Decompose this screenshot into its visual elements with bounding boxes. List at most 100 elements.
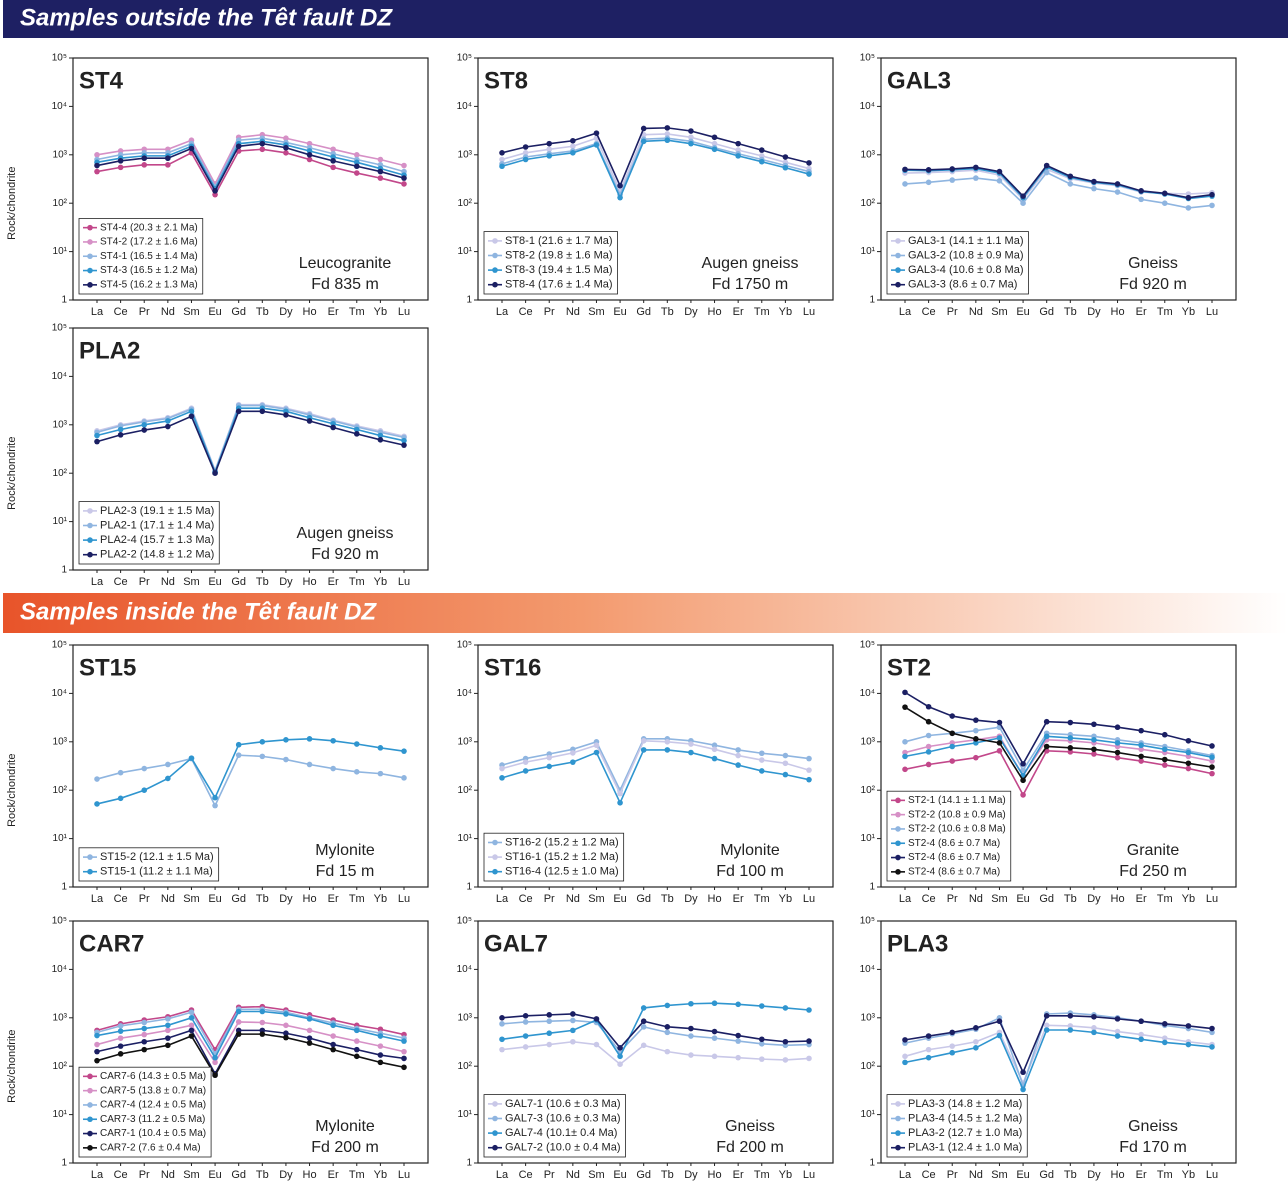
- legend-label: ST2-4 (8.6 ± 0.7 Ma): [908, 852, 1000, 863]
- data-point: [306, 1016, 313, 1022]
- data-point: [141, 1031, 148, 1038]
- x-tick-label: Tm: [349, 893, 365, 905]
- data-point: [735, 1038, 741, 1044]
- data-point: [949, 1043, 956, 1049]
- data-point: [570, 143, 576, 150]
- legend-marker: [492, 1115, 498, 1122]
- y-axis-label: Rock/chondrite: [6, 754, 18, 827]
- data-point: [283, 412, 289, 418]
- data-point: [1091, 185, 1097, 192]
- y-tick-label: 10¹: [53, 516, 68, 527]
- data-point: [165, 1035, 171, 1041]
- series-line: [96, 1029, 405, 1076]
- data-point: [330, 154, 336, 160]
- series-line: [501, 1002, 810, 1058]
- data-point: [188, 1027, 195, 1034]
- data-point: [235, 1031, 242, 1037]
- data-point: [1209, 191, 1215, 198]
- x-tick-label: Gd: [1039, 306, 1054, 318]
- data-point: [330, 158, 336, 164]
- legend-marker: [895, 869, 901, 875]
- data-point: [1043, 743, 1050, 750]
- x-tick-label: Tm: [754, 1169, 770, 1181]
- data-point: [212, 191, 218, 198]
- panel-title: ST8: [484, 67, 528, 94]
- data-point: [165, 1022, 171, 1029]
- x-tick-label: Ho: [1111, 1169, 1125, 1181]
- legend: GAL7-1 (10.6 ± 0.3 Ma) GAL7-3 (10.6 ± 0.3…: [483, 1094, 626, 1158]
- legend-marker: [87, 1102, 93, 1108]
- legend-box: [78, 218, 204, 295]
- y-tick-label: 10⁴: [52, 964, 67, 975]
- data-point: [330, 146, 336, 153]
- legend-marker: [87, 282, 93, 288]
- data-point: [711, 1053, 718, 1060]
- data-point: [499, 1046, 505, 1053]
- plot-frame: [477, 644, 834, 888]
- data-point: [570, 1017, 576, 1024]
- y-tick-label: 10³: [53, 1012, 68, 1023]
- data-point: [758, 757, 765, 763]
- legend-box: [886, 790, 1012, 882]
- legend-marker: [895, 267, 901, 273]
- legend-label: GAL3-1 (14.1 ± 1.1 Ma): [908, 235, 1023, 247]
- data-point: [925, 1046, 932, 1053]
- data-point: [1020, 1069, 1026, 1076]
- data-point: [401, 437, 407, 444]
- legend-box: [78, 501, 220, 565]
- series-line: [904, 691, 1213, 766]
- data-point: [925, 761, 932, 768]
- x-tick-label: Eu: [1016, 893, 1029, 905]
- data-point: [401, 1048, 407, 1055]
- x-tick-label: Gd: [231, 306, 246, 318]
- series-line: [96, 140, 405, 191]
- x-tick-label: Tb: [256, 306, 269, 318]
- annotation: Fd 1750 m: [712, 276, 788, 293]
- x-tick-label: Sm: [991, 1169, 1008, 1181]
- data-point: [499, 163, 505, 170]
- data-point: [782, 1005, 789, 1011]
- x-tick-label: Er: [328, 576, 339, 588]
- y-tick-label: 10²: [458, 1061, 473, 1072]
- data-point: [973, 1038, 979, 1045]
- legend-label: PLA3-3 (14.8 ± 1.2 Ma): [908, 1098, 1022, 1110]
- x-tick-label: La: [496, 306, 509, 318]
- x-tick-label: Nd: [161, 576, 175, 588]
- data-point: [165, 1016, 171, 1022]
- y-tick-label: 10⁴: [457, 688, 472, 699]
- legend-label: CAR7-5 (13.8 ± 0.7 Ma): [100, 1085, 206, 1096]
- x-tick-label: Ce: [922, 306, 936, 318]
- data-point: [522, 1012, 529, 1019]
- data-point: [1138, 188, 1144, 194]
- x-tick-label: Nd: [161, 893, 175, 905]
- data-point: [617, 790, 623, 797]
- data-point: [1067, 181, 1074, 187]
- panel: 1 10¹ 10² 10³ 10⁴ 10⁵ La Ce Pr Nd Sm Eu Gd Tb Dy Ho Er Tm…: [457, 916, 834, 1181]
- annotation: Mylonite: [720, 842, 780, 859]
- data-point: [711, 1000, 718, 1007]
- legend-marker: [87, 1130, 93, 1137]
- y-tick-label: 10⁴: [457, 964, 472, 975]
- data-point: [758, 1003, 765, 1009]
- data-point: [522, 759, 529, 765]
- data-point: [117, 432, 124, 438]
- y-tick-label: 10¹: [53, 833, 68, 844]
- data-point: [711, 134, 718, 141]
- data-point: [235, 408, 242, 415]
- x-tick-label: Lu: [803, 306, 815, 318]
- x-tick-label: Ho: [1111, 893, 1125, 905]
- data-point: [165, 155, 171, 162]
- data-point: [188, 1009, 195, 1016]
- y-tick-label: 1: [869, 882, 875, 893]
- data-point: [996, 178, 1003, 184]
- data-point: [117, 1043, 124, 1049]
- data-point: [401, 1055, 407, 1062]
- legend-marker: [895, 811, 901, 818]
- data-point: [259, 408, 266, 415]
- data-point: [1114, 749, 1121, 756]
- legend-label: ST2-4 (8.6 ± 0.7 Ma): [908, 838, 1000, 849]
- y-tick-label: 10³: [458, 1012, 473, 1023]
- data-point: [640, 138, 647, 145]
- x-tick-label: Er: [733, 306, 744, 318]
- legend-label: ST8-2 (19.8 ± 1.6 Ma): [505, 249, 613, 261]
